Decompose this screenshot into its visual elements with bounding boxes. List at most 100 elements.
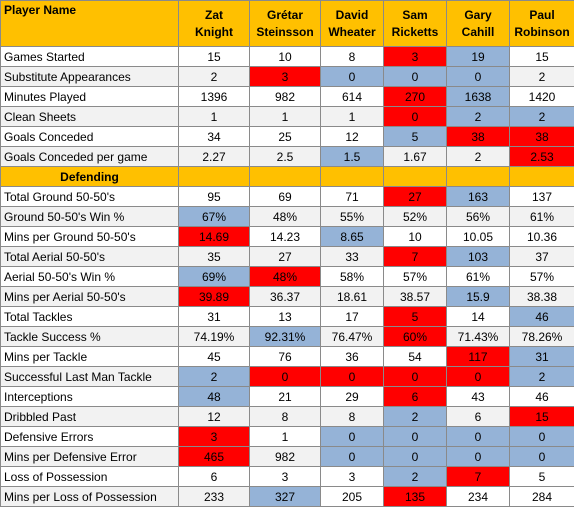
stat-cell: 234 bbox=[446, 486, 510, 507]
table-row: Aerial 50-50's Win % 69% 48% 58% 57% 61% 57% bbox=[0, 266, 574, 287]
row-label: Successful Last Man Tackle bbox=[0, 366, 179, 387]
stat-cell: 1 bbox=[178, 106, 250, 127]
stat-cell: 33 bbox=[320, 246, 384, 267]
stat-cell: 6 bbox=[446, 406, 510, 427]
player-first-name: Sam bbox=[402, 7, 428, 22]
stat-cell: 10.36 bbox=[509, 226, 574, 247]
table-row: Mins per Ground 50-50's 14.69 14.23 8.65 10 1… bbox=[0, 226, 574, 247]
stat-cell: 2 bbox=[446, 146, 510, 167]
player-last-name: Robinson bbox=[514, 24, 570, 39]
stat-cell: 31 bbox=[178, 306, 250, 327]
stat-cell: 45 bbox=[178, 346, 250, 367]
stat-cell: 284 bbox=[509, 486, 574, 507]
row-label: Mins per Aerial 50-50's bbox=[0, 286, 179, 307]
stat-cell: 10 bbox=[249, 46, 321, 67]
player-last-name: Ricketts bbox=[391, 24, 439, 39]
stat-cell: 0 bbox=[320, 66, 384, 87]
stat-cell: 270 bbox=[383, 86, 447, 107]
stat-cell: 14 bbox=[446, 306, 510, 327]
stat-cell: 29 bbox=[320, 386, 384, 407]
stat-cell: 0 bbox=[320, 366, 384, 387]
table-row: Total Aerial 50-50's 35 27 33 7 103 37 bbox=[0, 246, 574, 267]
player-first-name: Paul bbox=[529, 7, 555, 22]
stat-cell: 12 bbox=[178, 406, 250, 427]
table-row: Games Started 15 10 8 3 19 15 bbox=[0, 46, 574, 67]
stat-cell: 1396 bbox=[178, 86, 250, 107]
stat-cell: 61% bbox=[446, 266, 510, 287]
stat-cell: 10 bbox=[383, 226, 447, 247]
row-label: Total Ground 50-50's bbox=[0, 186, 179, 207]
stat-cell: 39.89 bbox=[178, 286, 250, 307]
stat-cell: 8.65 bbox=[320, 226, 384, 247]
stat-cell: 0 bbox=[509, 426, 574, 447]
stat-cell: 46 bbox=[509, 306, 574, 327]
stat-cell: 3 bbox=[249, 66, 321, 87]
section-filler bbox=[509, 166, 574, 187]
row-label: Goals Conceded bbox=[0, 126, 179, 147]
row-label: Minutes Played bbox=[0, 86, 179, 107]
table-row: Dribbled Past 12 8 8 2 6 15 bbox=[0, 406, 574, 427]
stat-cell: 1.5 bbox=[320, 146, 384, 167]
stat-cell: 15 bbox=[178, 46, 250, 67]
stat-cell: 46 bbox=[509, 386, 574, 407]
table-row: Clean Sheets 1 1 1 0 2 2 bbox=[0, 106, 574, 127]
player-header: Grétar Steinsson bbox=[249, 0, 321, 47]
stat-cell: 1420 bbox=[509, 86, 574, 107]
table-row: Mins per Defensive Error 465 982 0 0 0 0 bbox=[0, 446, 574, 467]
table-row: Total Tackles 31 13 17 5 14 46 bbox=[0, 306, 574, 327]
section-filler bbox=[178, 166, 250, 187]
stat-cell: 54 bbox=[383, 346, 447, 367]
section-filler bbox=[249, 166, 321, 187]
stat-cell: 57% bbox=[383, 266, 447, 287]
stat-cell: 0 bbox=[383, 366, 447, 387]
stat-cell: 19 bbox=[446, 46, 510, 67]
stat-cell: 92.31% bbox=[249, 326, 321, 347]
section-row: Defending bbox=[0, 166, 574, 187]
stat-cell: 7 bbox=[383, 246, 447, 267]
row-label: Interceptions bbox=[0, 386, 179, 407]
player-first-name: David bbox=[335, 7, 369, 22]
section-filler bbox=[446, 166, 510, 187]
stat-cell: 57% bbox=[509, 266, 574, 287]
stat-cell: 69% bbox=[178, 266, 250, 287]
section-filler bbox=[383, 166, 447, 187]
table-row: Minutes Played 1396 982 614 270 1638 1420 bbox=[0, 86, 574, 107]
stat-cell: 48 bbox=[178, 386, 250, 407]
player-last-name: Wheater bbox=[328, 24, 376, 39]
stat-cell: 38.38 bbox=[509, 286, 574, 307]
stat-cell: 2 bbox=[383, 466, 447, 487]
stat-cell: 614 bbox=[320, 86, 384, 107]
stat-cell: 0 bbox=[446, 426, 510, 447]
stat-cell: 3 bbox=[178, 426, 250, 447]
stat-cell: 0 bbox=[446, 446, 510, 467]
stat-cell: 78.26% bbox=[509, 326, 574, 347]
stat-cell: 2 bbox=[446, 106, 510, 127]
stat-cell: 3 bbox=[320, 466, 384, 487]
stat-cell: 31 bbox=[509, 346, 574, 367]
stat-cell: 2 bbox=[509, 66, 574, 87]
table-row: Mins per Loss of Possession 233 327 205 135 2… bbox=[0, 486, 574, 507]
stat-cell: 38 bbox=[509, 126, 574, 147]
stat-cell: 60% bbox=[383, 326, 447, 347]
player-last-name: Knight bbox=[195, 24, 233, 39]
stat-cell: 61% bbox=[509, 206, 574, 227]
stat-cell: 43 bbox=[446, 386, 510, 407]
stat-cell: 1 bbox=[249, 426, 321, 447]
stat-cell: 71.43% bbox=[446, 326, 510, 347]
stat-cell: 5 bbox=[383, 306, 447, 327]
table-row: Defensive Errors 3 1 0 0 0 0 bbox=[0, 426, 574, 447]
stat-cell: 55% bbox=[320, 206, 384, 227]
section-filler bbox=[320, 166, 384, 187]
stat-cell: 36 bbox=[320, 346, 384, 367]
stat-cell: 12 bbox=[320, 126, 384, 147]
stat-cell: 76 bbox=[249, 346, 321, 367]
stat-cell: 0 bbox=[383, 66, 447, 87]
stat-cell: 0 bbox=[383, 426, 447, 447]
section-title: Defending bbox=[0, 166, 179, 187]
stat-cell: 15.9 bbox=[446, 286, 510, 307]
player-header: Paul Robinson bbox=[509, 0, 574, 47]
player-header: Gary Cahill bbox=[446, 0, 510, 47]
row-label: Loss of Possession bbox=[0, 466, 179, 487]
stat-cell: 3 bbox=[249, 466, 321, 487]
